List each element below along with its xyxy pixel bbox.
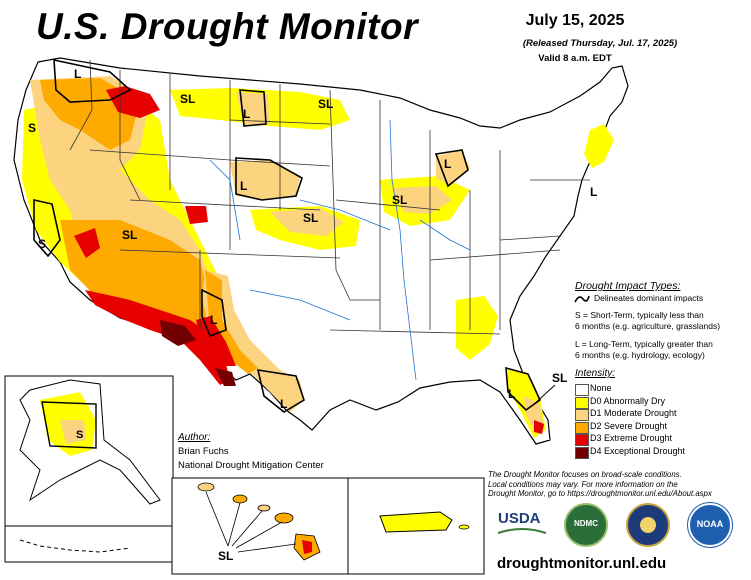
- rivers: [209, 119, 471, 381]
- usda-logo-text: USDA: [498, 510, 541, 527]
- legend-swatch-5: [575, 446, 589, 459]
- map-label-sl-dakotas: SL: [318, 97, 333, 111]
- map-label-sl-utah: SL: [122, 228, 137, 242]
- d3-texas: [196, 316, 236, 366]
- map-label-l-texas: L: [280, 397, 287, 411]
- d1-plains: [270, 208, 344, 236]
- alaska-impact-line: [41, 401, 97, 449]
- eagle-emblem-icon: [640, 517, 656, 533]
- note-line-2: Local conditions may vary. For more info…: [488, 479, 678, 489]
- aleutian-divider: [4, 525, 174, 563]
- impact-types-heading: Drought Impact Types:: [575, 280, 681, 292]
- map-label-s-alaska: S: [76, 429, 83, 441]
- map-label-sl-hawaii: SL: [218, 549, 233, 563]
- d2-southwest: [60, 220, 210, 340]
- map-label-l-idaho: L: [74, 67, 81, 81]
- puerto-rico-vieques: [458, 524, 470, 530]
- legend-swatch-4: [575, 434, 589, 446]
- d3-southwest: [85, 290, 230, 385]
- legend-swatch-1: [575, 396, 589, 409]
- d1-montana: [236, 92, 270, 126]
- legend-label-3: D2 Severe Drought: [590, 420, 668, 431]
- legend-label-1: D0 Abnormally Dry: [590, 395, 666, 406]
- map-label-s-oregon: S: [28, 121, 36, 135]
- noaa-logo[interactable]: NOAA: [688, 503, 732, 547]
- noaa-logo-text: NOAA: [696, 519, 724, 529]
- d3-florida: [534, 420, 544, 434]
- legend-swatch-3: [575, 421, 589, 434]
- legend-swatch-0: [575, 384, 589, 396]
- d4-nm: [160, 320, 196, 346]
- release-date: (Released Thursday, Jul. 17, 2025): [522, 38, 678, 49]
- state-boundaries: [69, 59, 590, 335]
- hawaii-pointers: [205, 491, 297, 553]
- map-label-sl-illinois: SL: [392, 193, 407, 207]
- d1-texas: [202, 270, 304, 412]
- map-label-s-california: S: [38, 237, 46, 251]
- valid-time: Valid 8 a.m. EDT: [538, 53, 612, 64]
- florida-pointer: [531, 384, 556, 407]
- map-label-l-michigan: L: [444, 157, 451, 171]
- delineates-text: Delineates dominant impacts: [594, 293, 704, 303]
- legend-swatch-2: [575, 409, 589, 421]
- note-line-3: Drought Monitor, go to https://droughtmo…: [488, 489, 712, 499]
- map-label-l-oklahoma: L: [210, 313, 217, 327]
- usda-logo-swoosh: [498, 528, 546, 534]
- note-line-1: The Drought Monitor focuses on broad-sca…: [488, 470, 682, 479]
- d0-northeast: [584, 124, 614, 168]
- d2-texas: [205, 270, 258, 374]
- long-term-text-1: L = Long-Term, typically greater than: [575, 339, 713, 349]
- page-title: U.S. Drought Monitor: [36, 6, 418, 47]
- short-term-text-2: 6 months (e.g. agriculture, grasslands): [575, 321, 721, 331]
- website-url[interactable]: droughtmonitor.unl.edu: [497, 555, 667, 572]
- author-heading: Author:: [178, 432, 211, 443]
- disclaimer-note: The Drought Monitor focuses on broad-sca…: [488, 470, 743, 499]
- map-label-l-montana: L: [243, 107, 250, 121]
- d3-nw: [106, 86, 160, 118]
- legend-label-0: None: [590, 383, 612, 393]
- map-label-l-florida: L: [508, 387, 515, 401]
- map-label-sl-montana: SL: [180, 92, 195, 106]
- legend-label-4: D3 Extreme Drought: [590, 433, 673, 443]
- delineation-symbol: [574, 295, 590, 303]
- map-label-l-wyoming: L: [240, 179, 247, 193]
- doc-logo[interactable]: [626, 503, 670, 547]
- short-term-text-1: S = Short-Term, typically less than: [575, 310, 704, 320]
- hawaii-islands: [197, 482, 321, 561]
- map-date: July 15, 2025: [525, 12, 625, 29]
- legend-label-2: D1 Moderate Drought: [590, 408, 677, 418]
- author-org: National Drought Mitigation Center: [178, 460, 324, 471]
- intensity-heading: Intensity:: [575, 368, 616, 379]
- ndmc-logo[interactable]: NDMC: [564, 503, 608, 547]
- d4-tx: [215, 368, 236, 386]
- alaska-d1: [60, 420, 86, 444]
- hawaii-inset-frame: [171, 477, 349, 575]
- puerto-rico-outline: [379, 511, 453, 533]
- long-term-text-2: 6 months (e.g. hydrology, ecology): [575, 350, 705, 360]
- map-label-l-northeast: L: [590, 185, 597, 199]
- d1-wyoming: [230, 160, 300, 200]
- usda-logo[interactable]: USDA: [498, 510, 546, 535]
- d0-southeast: [456, 296, 498, 360]
- aleutian-islands: [19, 539, 131, 553]
- map-label-sl-kansas: SL: [303, 211, 318, 225]
- ndmc-logo-text: NDMC: [574, 519, 598, 528]
- d3-colorado: [185, 206, 208, 224]
- author-name: Brian Fuchs: [178, 446, 229, 457]
- map-label-sl-florida: SL: [552, 371, 567, 385]
- legend-label-5: D4 Exceptional Drought: [590, 445, 686, 456]
- d3-nevada: [74, 228, 100, 258]
